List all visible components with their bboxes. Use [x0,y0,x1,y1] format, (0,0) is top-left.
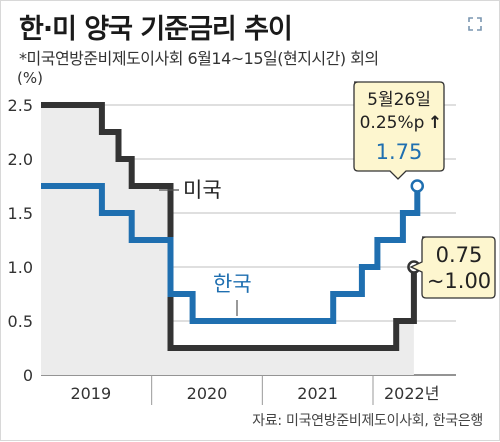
y-tick-label: 1.0 [8,258,33,277]
series-line-1 [41,183,421,324]
us-callout-line2: ~1.00 [427,269,491,293]
x-tick-label: 2020 [187,384,228,403]
y-ticks: 0 0.5 1.0 1.5 2.0 2.5 [8,96,33,385]
x-tick-label: 2022년 [384,384,439,403]
korea-callout-change: 0.25%p [360,113,425,133]
us-callout-line1: 0.75 [436,243,483,267]
korea-callout: 5월26일 0.25%p ↑ 1.75 [353,81,445,180]
zoom-expand-icon[interactable] [464,13,486,35]
y-tick-label: 0 [23,366,33,385]
chart-subtitle: *미국연방준비제도이사회 6월14~15일(현지시간) 회의 [19,49,379,68]
x-tick-label: 2021 [297,384,338,403]
series-area-0 [41,105,414,375]
y-axis-unit: (%) [17,69,43,87]
korea-callout-value: 1.75 [376,140,423,164]
source-note: 자료: 미국연방준비제도이사회, 한국은행 [252,413,483,429]
us-callout: 0.75 ~1.00 [409,236,496,299]
y-tick-label: 0.5 [8,312,33,331]
series-end-marker-1 [410,179,425,193]
series-label-us: 미국 [183,178,222,202]
x-tick-label: 2019 [70,384,111,403]
y-tick-label: 2.0 [8,150,33,169]
series-line-0 [41,102,417,351]
series-label-korea: 한국 [213,272,252,296]
y-tick-label: 2.5 [8,96,33,115]
x-ticks: 2019 2020 2021 2022년 [70,384,439,403]
korea-callout-date: 5월26일 [367,90,431,110]
up-arrow-icon: ↑ [428,113,442,133]
chart-title: 한·미 양국 기준금리 추이 [19,14,293,45]
y-tick-label: 1.5 [8,204,33,223]
us-shaded-area [41,105,414,375]
